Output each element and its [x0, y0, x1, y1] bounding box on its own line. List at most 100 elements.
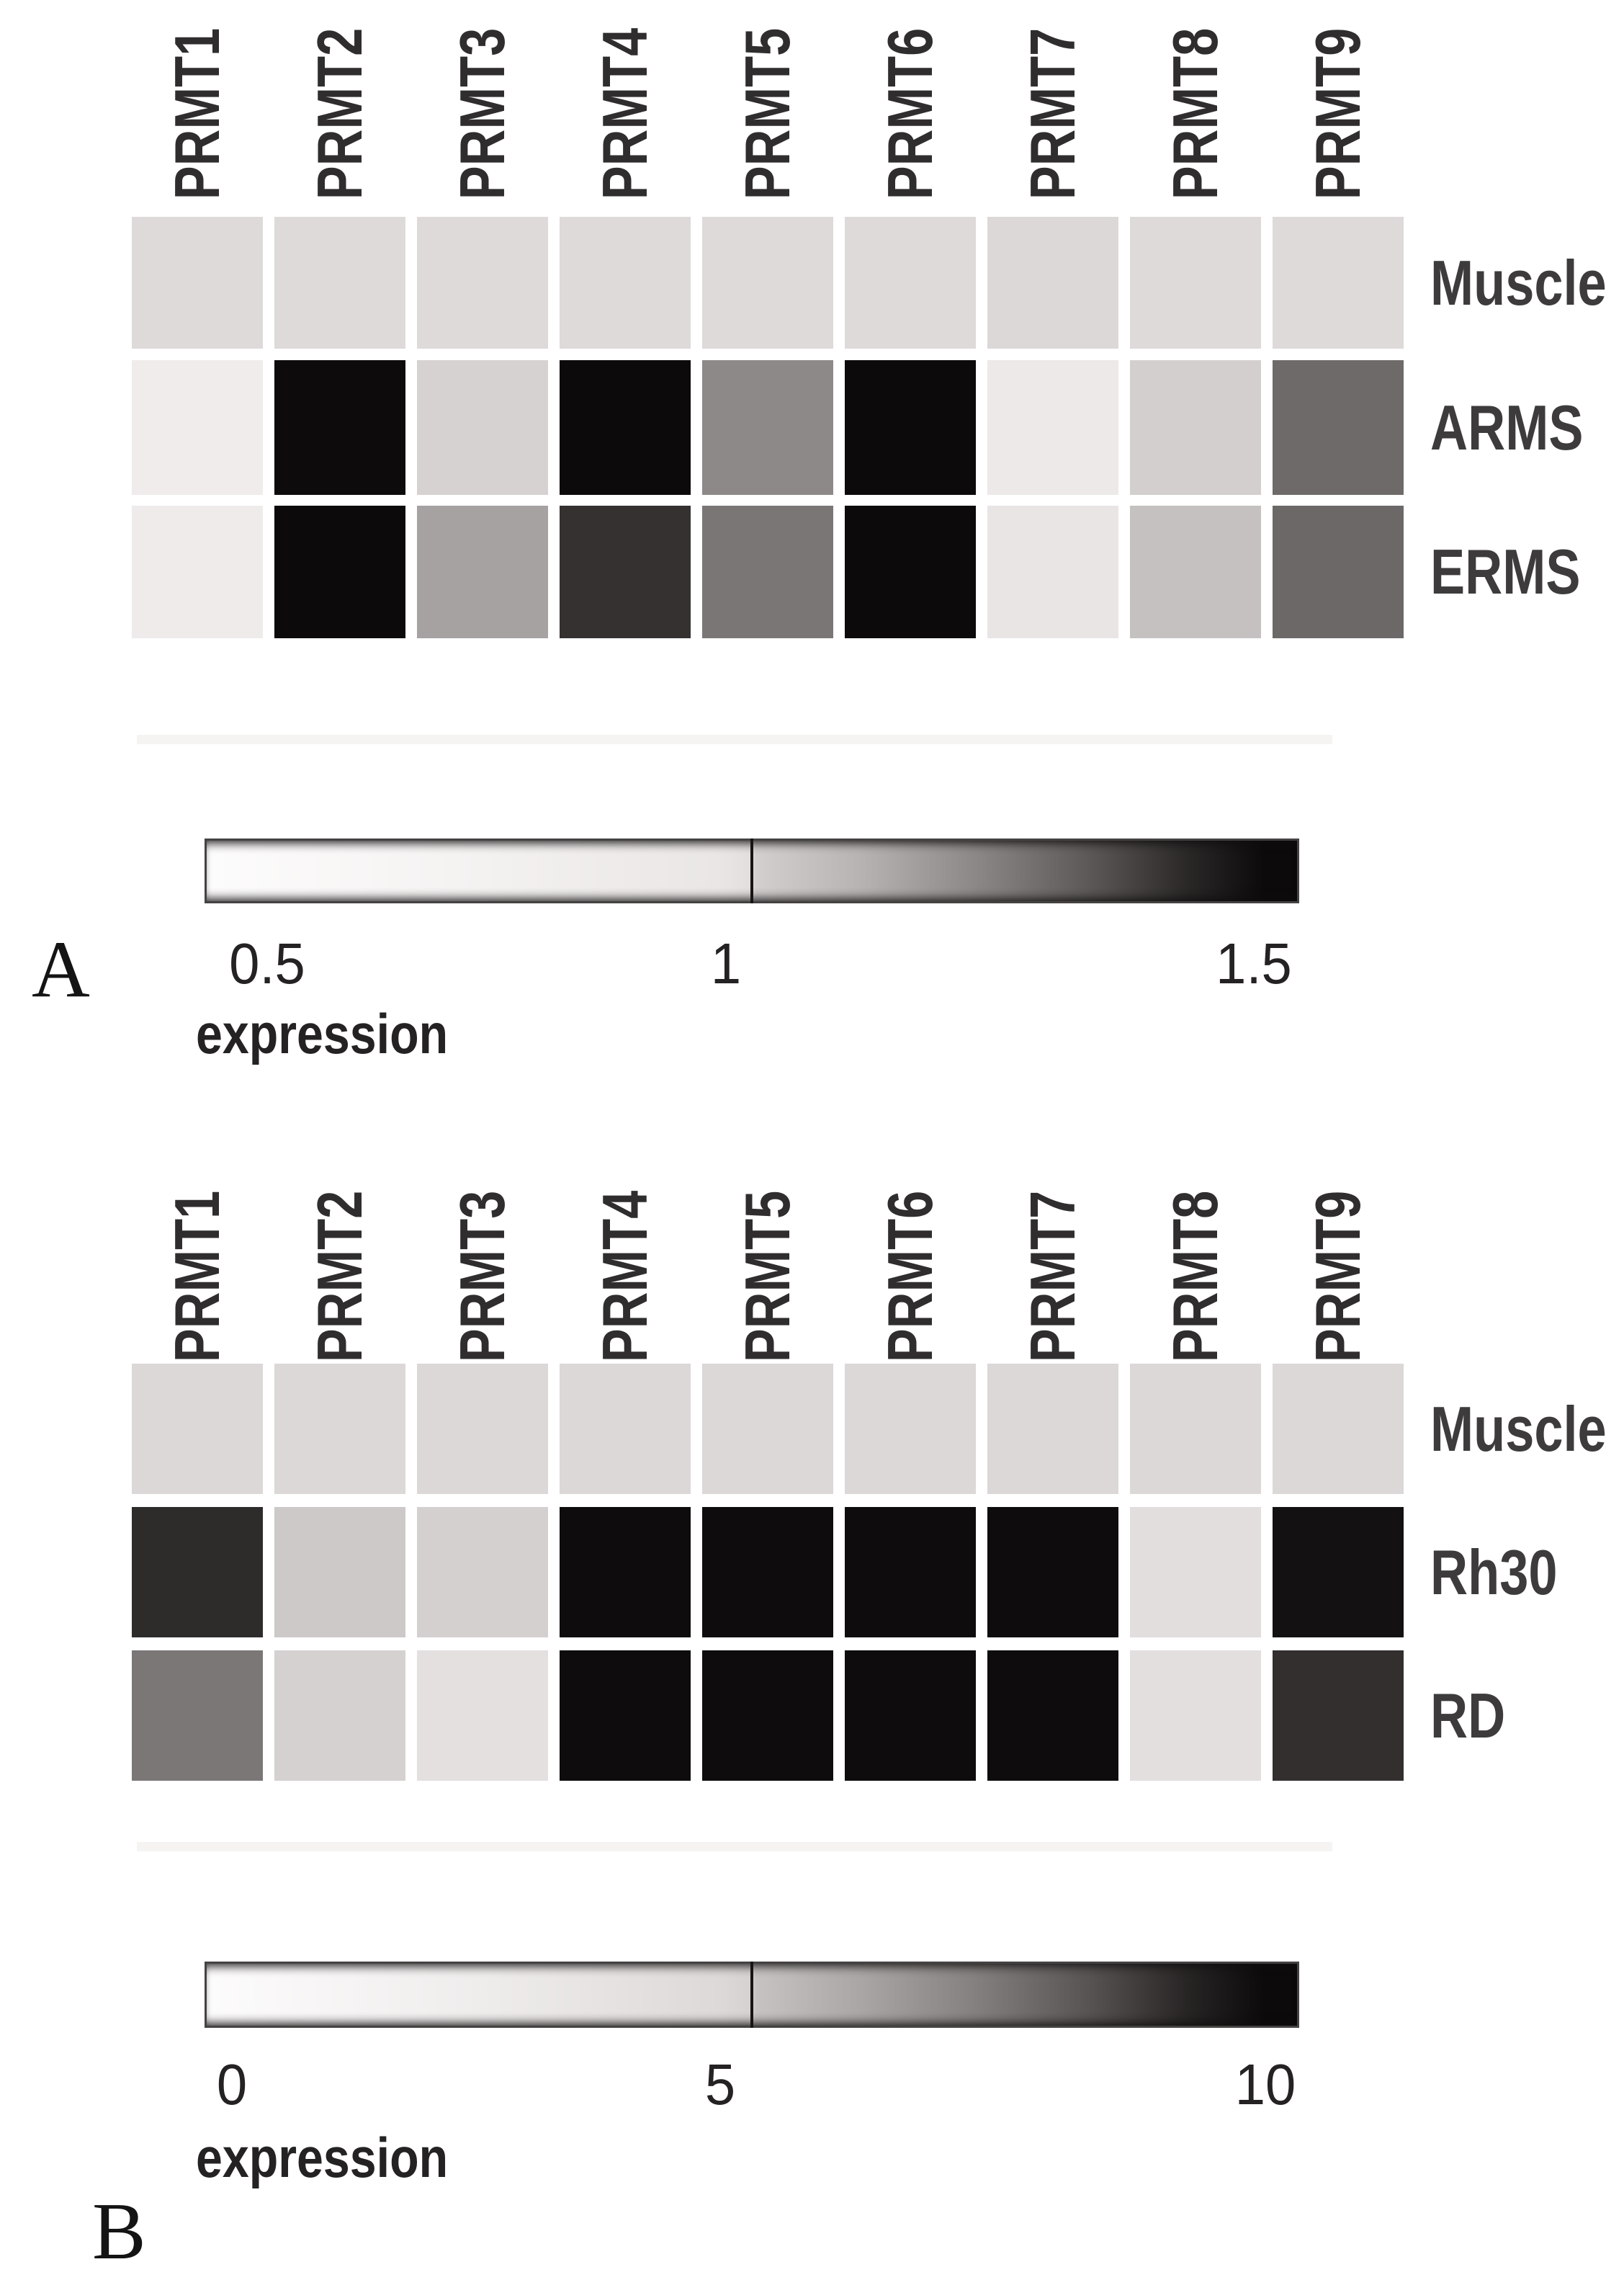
cell-b-rd-prmt6 — [845, 1650, 976, 1781]
column-label-text: PRMT6 — [874, 1190, 946, 1363]
cell-b-rh30-prmt9 — [1273, 1507, 1404, 1637]
cell-a-muscle-prmt5 — [702, 217, 833, 349]
cell-b-muscle-prmt5 — [702, 1364, 833, 1494]
tick-label-text: 1.5 — [1216, 931, 1292, 996]
cell-b-rd-prmt7 — [987, 1650, 1118, 1781]
colorbar-a-title: expression — [196, 1002, 449, 1065]
tick-label-text: 0 — [216, 2052, 248, 2116]
column-label-text: PRMT9 — [1302, 1190, 1373, 1363]
cell-a-arms-prmt7 — [987, 360, 1118, 495]
row-label-text: Rh30 — [1430, 1536, 1558, 1608]
cell-a-erms-prmt7 — [987, 506, 1118, 638]
column-label-text: PRMT7 — [1017, 1190, 1088, 1363]
panel-b-letter: B — [92, 2187, 146, 2276]
cell-a-muscle-prmt3 — [417, 217, 548, 349]
cell-a-arms-prmt1 — [132, 360, 263, 495]
column-label-text: PRMT8 — [1159, 1190, 1231, 1363]
column-label-text: PRMT5 — [732, 27, 803, 200]
cell-a-erms-prmt3 — [417, 506, 548, 638]
cell-a-muscle-prmt1 — [132, 217, 263, 349]
tick-label-text: 10 — [1234, 2052, 1296, 2116]
column-label-text: PRMT6 — [874, 27, 946, 200]
cell-a-erms-prmt9 — [1273, 506, 1404, 638]
tick-label-text: 0.5 — [229, 931, 305, 996]
row-label-a-erms: ERMS — [1430, 506, 1613, 638]
panel-a-separator-strip — [137, 735, 1332, 744]
cell-b-rh30-prmt1 — [132, 1507, 263, 1637]
cell-a-muscle-prmt8 — [1130, 217, 1261, 349]
column-label-text: PRMT3 — [447, 27, 518, 200]
cell-a-arms-prmt6 — [845, 360, 976, 495]
column-label-text: PRMT9 — [1302, 27, 1373, 200]
cell-b-muscle-prmt6 — [845, 1364, 976, 1494]
cell-b-muscle-prmt9 — [1273, 1364, 1404, 1494]
colorbar-b — [205, 1962, 1299, 2028]
column-label-text: PRMT7 — [1017, 27, 1088, 200]
cell-a-erms-prmt8 — [1130, 506, 1261, 638]
cell-b-muscle-prmt2 — [274, 1364, 405, 1494]
cell-a-erms-prmt6 — [845, 506, 976, 638]
cell-b-muscle-prmt1 — [132, 1364, 263, 1494]
colorbar-b-title: expression — [196, 2126, 449, 2189]
cell-a-erms-prmt5 — [702, 506, 833, 638]
cell-a-arms-prmt5 — [702, 360, 833, 495]
cell-a-erms-prmt4 — [560, 506, 691, 638]
row-label-text: Muscle — [1430, 1392, 1607, 1465]
row-label-a-muscle: Muscle — [1430, 217, 1624, 349]
cell-b-rh30-prmt2 — [274, 1507, 405, 1637]
column-label-text: PRMT4 — [589, 27, 660, 200]
cell-b-rd-prmt4 — [560, 1650, 691, 1781]
panel-a-letter: A — [32, 925, 90, 1014]
column-label-text: PRMT2 — [304, 1190, 375, 1363]
colorbar-a-mid-tick — [750, 839, 753, 903]
colorbar-b-mid-tick — [750, 1962, 753, 2028]
row-label-text: ERMS — [1430, 536, 1581, 607]
panel-b-separator-strip — [137, 1842, 1332, 1851]
colorbar-a — [205, 839, 1299, 903]
cell-b-muscle-prmt3 — [417, 1364, 548, 1494]
cell-a-arms-prmt8 — [1130, 360, 1261, 495]
cell-b-rh30-prmt5 — [702, 1507, 833, 1637]
row-label-b-rd: RD — [1430, 1650, 1522, 1781]
cell-b-rd-prmt2 — [274, 1650, 405, 1781]
cell-a-arms-prmt3 — [417, 360, 548, 495]
column-label-text: PRMT5 — [732, 1190, 803, 1363]
cell-b-rh30-prmt3 — [417, 1507, 548, 1637]
cell-b-rh30-prmt4 — [560, 1507, 691, 1637]
cell-b-rd-prmt1 — [132, 1650, 263, 1781]
column-label-text: PRMT1 — [161, 27, 233, 200]
cell-b-muscle-prmt8 — [1130, 1364, 1261, 1494]
cell-b-rh30-prmt8 — [1130, 1507, 1261, 1637]
cell-a-muscle-prmt9 — [1273, 217, 1404, 349]
cell-a-muscle-prmt6 — [845, 217, 976, 349]
cell-a-erms-prmt2 — [274, 506, 405, 638]
row-label-a-arms: ARMS — [1430, 360, 1617, 495]
column-label-text: PRMT8 — [1159, 27, 1231, 200]
column-label-text: PRMT2 — [304, 27, 375, 200]
tick-label-text: 5 — [704, 2052, 736, 2116]
column-label-text: PRMT3 — [447, 1190, 518, 1363]
cell-a-arms-prmt2 — [274, 360, 405, 495]
cell-b-rh30-prmt7 — [987, 1507, 1118, 1637]
row-label-text: Muscle — [1430, 246, 1607, 318]
tick-label-text: 1 — [710, 931, 742, 996]
cell-b-rd-prmt8 — [1130, 1650, 1261, 1781]
cell-b-rd-prmt3 — [417, 1650, 548, 1781]
row-label-text: RD — [1430, 1679, 1506, 1751]
row-label-b-rh30: Rh30 — [1430, 1507, 1585, 1637]
cell-a-muscle-prmt7 — [987, 217, 1118, 349]
cell-b-rd-prmt5 — [702, 1650, 833, 1781]
cell-a-muscle-prmt2 — [274, 217, 405, 349]
cell-a-arms-prmt9 — [1273, 360, 1404, 495]
cell-a-muscle-prmt4 — [560, 217, 691, 349]
row-label-b-muscle: Muscle — [1430, 1364, 1624, 1494]
column-label-text: PRMT1 — [161, 1190, 233, 1363]
cell-a-erms-prmt1 — [132, 506, 263, 638]
cell-b-muscle-prmt7 — [987, 1364, 1118, 1494]
cell-b-muscle-prmt4 — [560, 1364, 691, 1494]
cell-b-rh30-prmt6 — [845, 1507, 976, 1637]
column-label-text: PRMT4 — [589, 1190, 660, 1363]
row-label-text: ARMS — [1430, 391, 1584, 463]
cell-a-arms-prmt4 — [560, 360, 691, 495]
